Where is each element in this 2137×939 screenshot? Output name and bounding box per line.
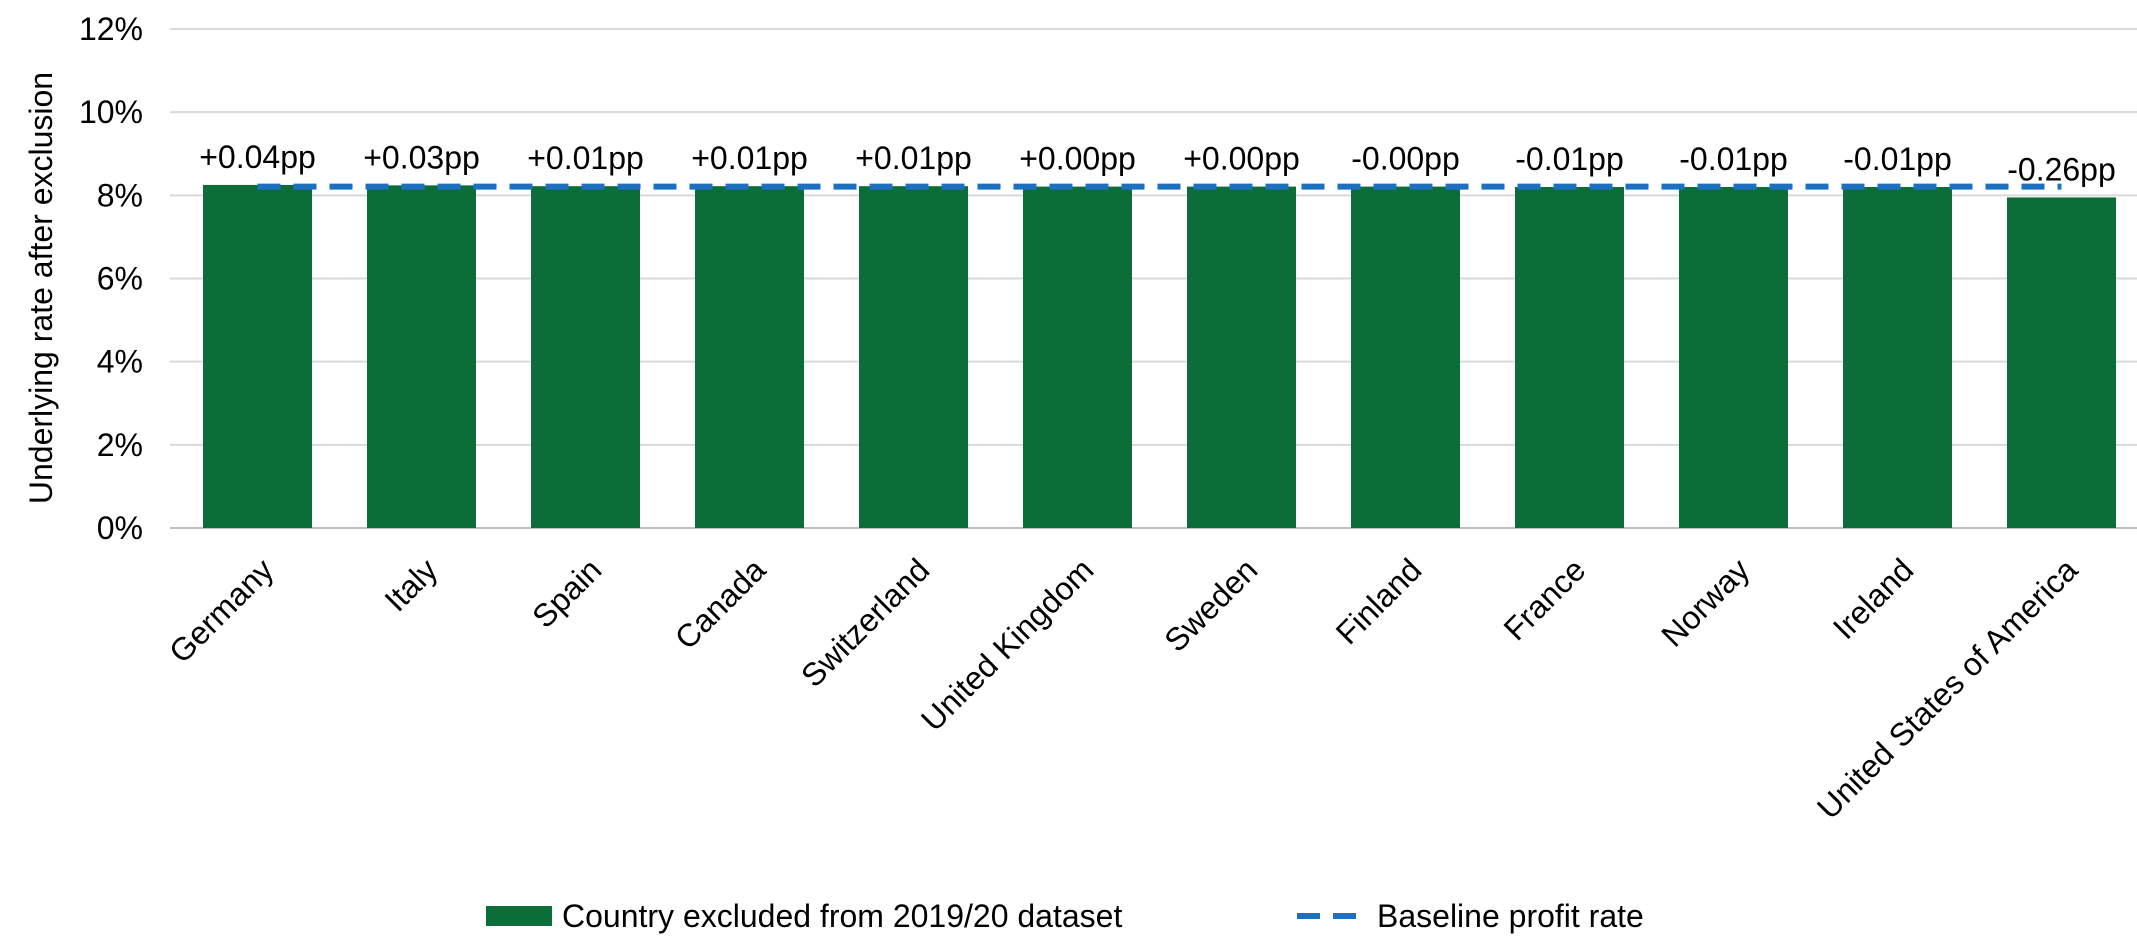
legend-swatch-bars: [486, 906, 552, 926]
x-tick-label: Germany: [162, 551, 281, 670]
bar: [1351, 186, 1460, 528]
legend: Country excluded from 2019/20 dataset Ba…: [0, 896, 2137, 936]
data-label: -0.00pp: [1351, 141, 1460, 177]
bar: [859, 186, 968, 528]
gridlines: [170, 28, 2137, 529]
bar: [1023, 186, 1132, 528]
legend-label-bars: Country excluded from 2019/20 dataset: [562, 897, 1123, 934]
data-label: -0.01pp: [1679, 141, 1788, 177]
data-label: +0.00pp: [1183, 141, 1300, 177]
x-tick-label: Finland: [1329, 551, 1429, 651]
data-label: +0.04pp: [199, 139, 316, 175]
bar: [695, 186, 804, 528]
y-tick-label: 12%: [79, 11, 143, 47]
x-tick-label: Italy: [377, 551, 444, 618]
bar: [1187, 186, 1296, 528]
y-tick-label: 2%: [97, 427, 143, 463]
x-tick-label: Switzerland: [794, 551, 936, 693]
data-label: -0.01pp: [1515, 141, 1624, 177]
bar-chart: +0.04pp +0.03pp +0.01pp +0.01pp +0.01pp +0.00…: [23, 11, 2137, 826]
x-tick-label: France: [1497, 551, 1593, 647]
data-label: -0.26pp: [2007, 151, 2116, 187]
x-tick-label: United Kingdom: [914, 551, 1100, 737]
y-tick-label: 10%: [79, 94, 143, 130]
x-axis-ticks: Germany Italy Spain Canada SwitzerlandUnited…: [162, 551, 2085, 826]
x-tick-label: Norway: [1654, 551, 1756, 653]
legend-item-baseline: Baseline profit rate: [1297, 896, 1644, 936]
bar: [1843, 187, 1952, 528]
y-tick-label: 8%: [97, 177, 143, 213]
x-tick-label: Ireland: [1826, 551, 1921, 646]
data-label: +0.01pp: [691, 140, 808, 176]
bar: [531, 186, 640, 528]
legend-item-bars: Country excluded from 2019/20 dataset: [486, 896, 1122, 936]
y-axis-label: Underlying rate after exclusion: [23, 72, 59, 504]
data-label: +0.00pp: [1019, 141, 1136, 177]
bars: [203, 184, 2116, 528]
legend-swatch-baseline: [1297, 906, 1367, 926]
bar: [2007, 197, 2116, 528]
bar: [203, 184, 312, 528]
legend-label-baseline: Baseline profit rate: [1377, 897, 1644, 934]
y-tick-label: 6%: [97, 261, 143, 297]
data-label: +0.03pp: [363, 139, 480, 175]
x-tick-label: Spain: [525, 551, 608, 634]
x-tick-label: Canada: [668, 551, 773, 656]
data-label: +0.01pp: [855, 140, 972, 176]
y-axis-ticks: 0% 2% 4% 6% 8% 10% 12%: [79, 11, 143, 546]
bar: [1515, 187, 1624, 528]
data-labels: +0.04pp +0.03pp +0.01pp +0.01pp +0.01pp +0.00…: [199, 139, 2116, 187]
data-label: -0.01pp: [1843, 141, 1952, 177]
y-tick-label: 0%: [97, 510, 143, 546]
x-tick-label: United States of America: [1810, 551, 2085, 826]
data-label: +0.01pp: [527, 140, 644, 176]
x-tick-label: Sweden: [1157, 551, 1264, 658]
bar: [367, 185, 476, 528]
bar: [1679, 187, 1788, 528]
y-tick-label: 4%: [97, 344, 143, 380]
